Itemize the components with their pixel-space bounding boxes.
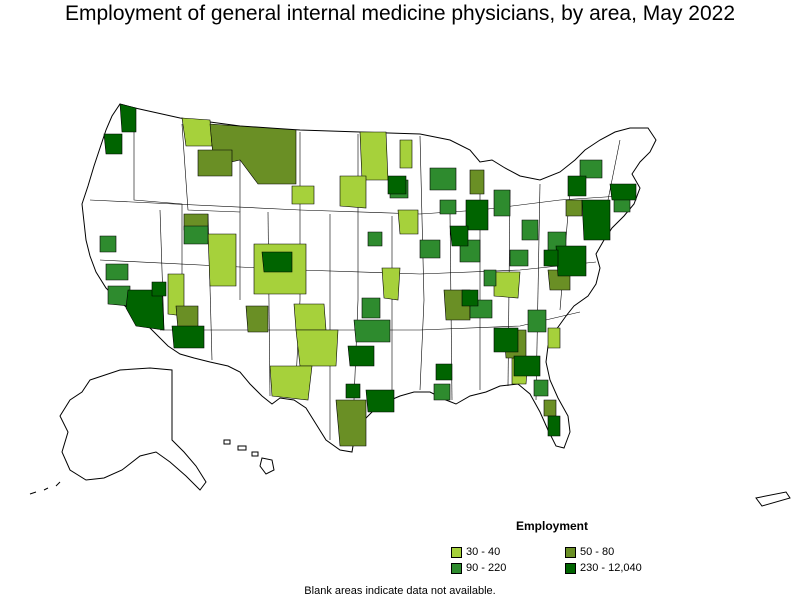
legend-item-230-12040: 230 - 12,040 bbox=[565, 562, 642, 574]
legend-swatch-90-220 bbox=[451, 562, 462, 574]
legend-label: 230 - 12,040 bbox=[580, 562, 642, 574]
legend-label: 90 - 220 bbox=[466, 562, 507, 574]
legend-swatch-230-12040 bbox=[565, 562, 576, 574]
area-fills bbox=[99, 103, 637, 447]
legend-swatch-30-40 bbox=[451, 546, 462, 558]
legend-label: 50 - 80 bbox=[580, 546, 615, 558]
footnote: Blank areas indicate data not available. bbox=[304, 585, 496, 597]
legend-title: Employment bbox=[516, 519, 589, 533]
hawaii-islands bbox=[223, 439, 275, 475]
legend-swatch-50-80 bbox=[565, 546, 576, 558]
legend-item-90-220: 90 - 220 bbox=[451, 562, 506, 574]
alaska-outline bbox=[59, 367, 207, 491]
map-title: Employment of general internal medicine … bbox=[64, 2, 736, 25]
legend-item-50-80: 50 - 80 bbox=[565, 546, 614, 558]
legend-item-30-40: 30 - 40 bbox=[451, 546, 500, 558]
legend-label: 30 - 40 bbox=[466, 546, 501, 558]
puerto-rico bbox=[755, 491, 791, 507]
alaska-islands bbox=[29, 481, 61, 495]
